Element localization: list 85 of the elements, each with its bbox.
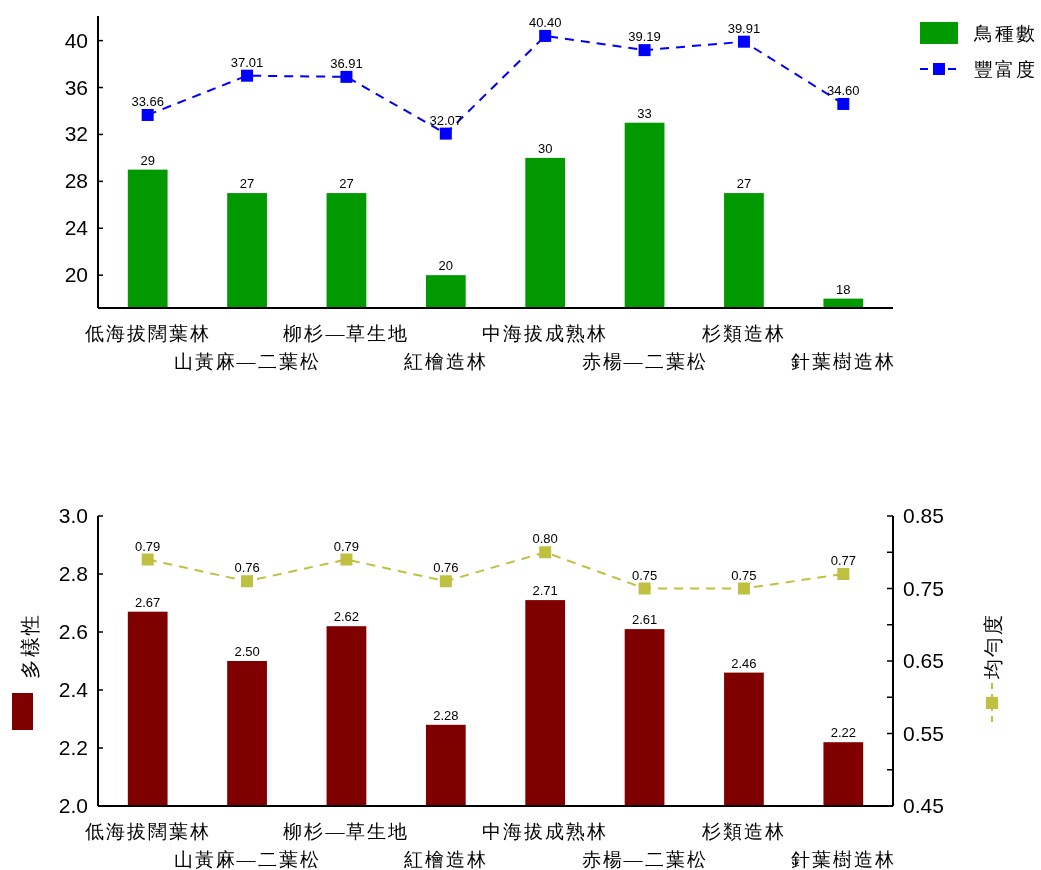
data-label: 27: [239, 176, 255, 192]
y-tick-label: 28: [64, 169, 88, 193]
x-tick-label: 山黃麻—二葉松: [173, 351, 321, 372]
data-label: 2.71: [532, 583, 558, 599]
legend-label: 鳥種數: [973, 23, 1037, 44]
y-tick-label: 32: [64, 122, 88, 146]
point: [340, 553, 353, 566]
y-tick-label: 3.0: [58, 504, 88, 527]
data-label: 2.22: [830, 725, 856, 741]
x-tick-label: 紅檜造林: [403, 849, 488, 870]
y-tick-label: 40: [64, 28, 88, 52]
data-label: 0.75: [731, 567, 757, 583]
data-label: 2.62: [333, 609, 360, 625]
data-label: 2.67: [135, 594, 161, 610]
data-label: 0.75: [631, 567, 658, 583]
point: [638, 44, 651, 57]
y2-tick-label: 0.45: [903, 794, 944, 817]
data-label: 39.91: [727, 20, 761, 36]
x-tick-label: 中海拔成熟林: [482, 821, 609, 842]
point: [340, 70, 353, 83]
point: [539, 29, 552, 42]
data-label: 33: [637, 105, 652, 121]
point: [439, 575, 452, 588]
y-tick-label: 20: [64, 263, 88, 287]
x-tick-label: 低海拔闊葉林: [84, 323, 211, 344]
x-tick-label: 低海拔闊葉林: [84, 821, 211, 842]
point: [837, 568, 850, 580]
data-label: 2.50: [234, 644, 260, 659]
y2-tick-label: 0.55: [903, 721, 944, 745]
y2-tick-label: 0.75: [903, 576, 944, 600]
data-label: 20: [438, 258, 454, 274]
data-label: 32.07: [429, 112, 463, 128]
y-axis-title: 多樣性: [19, 613, 41, 679]
point: [241, 575, 254, 588]
x-tick-label: 赤楊—二葉松: [581, 351, 708, 372]
x-tick-label: 中海拔成熟林: [482, 323, 609, 344]
data-label: 37.01: [230, 54, 264, 70]
point: [141, 553, 154, 566]
point: [837, 97, 850, 110]
y2-axis-title: 均勻度: [982, 613, 1004, 680]
point: [141, 108, 154, 121]
x-tick-label: 赤楊—二葉松: [581, 849, 708, 870]
data-label: 0.79: [333, 538, 360, 554]
x-tick-label: 紅檜造林: [403, 351, 488, 372]
point: [737, 35, 750, 48]
data-label: 40.40: [528, 14, 562, 30]
point: [439, 127, 452, 140]
legend-label: 豐富度: [974, 59, 1037, 80]
y-tick-label: 2.2: [58, 736, 88, 759]
data-label: 27: [736, 176, 752, 192]
data-label: 0.77: [830, 553, 856, 568]
data-label: 36.91: [330, 55, 363, 71]
data-label: 30: [537, 140, 553, 156]
data-label: 2.46: [731, 655, 757, 671]
data-label: 33.66: [131, 93, 164, 109]
point: [737, 582, 750, 595]
data-label: 0.76: [433, 560, 459, 576]
data-label: 2.61: [631, 612, 658, 628]
data-label: 2.28: [433, 707, 459, 723]
data-label: 27: [339, 176, 354, 192]
data-label: 39.19: [628, 29, 661, 45]
data-label: 0.76: [234, 560, 260, 576]
data-label: 29: [140, 152, 155, 168]
point: [539, 546, 552, 559]
x-tick-label: 柳杉—草生地: [283, 323, 410, 344]
y-tick-label: 2.8: [58, 562, 88, 585]
data-label: 34.60: [827, 82, 860, 98]
data-label: 0.79: [135, 538, 161, 554]
x-tick-label: 杉類造林: [700, 323, 786, 344]
x-tick-label: 柳杉—草生地: [283, 821, 410, 842]
data-label: 0.80: [532, 531, 558, 547]
y2-tick-label: 0.65: [903, 649, 944, 672]
point: [241, 69, 254, 82]
y-tick-label: 2.4: [58, 678, 89, 701]
y2-tick-label: 0.85: [903, 504, 944, 527]
data-label: 18: [836, 281, 851, 297]
y-tick-label: 2.6: [58, 620, 88, 643]
x-tick-label: 針葉樹造林: [790, 351, 896, 372]
x-tick-label: 山黃麻—二葉松: [173, 849, 321, 870]
x-tick-label: 杉類造林: [700, 821, 786, 842]
x-tick-label: 針葉樹造林: [790, 849, 896, 870]
y-tick-label: 36: [64, 75, 88, 99]
y-tick-label: 24: [64, 216, 89, 240]
point: [638, 582, 651, 595]
y-tick-label: 2.0: [58, 794, 88, 817]
